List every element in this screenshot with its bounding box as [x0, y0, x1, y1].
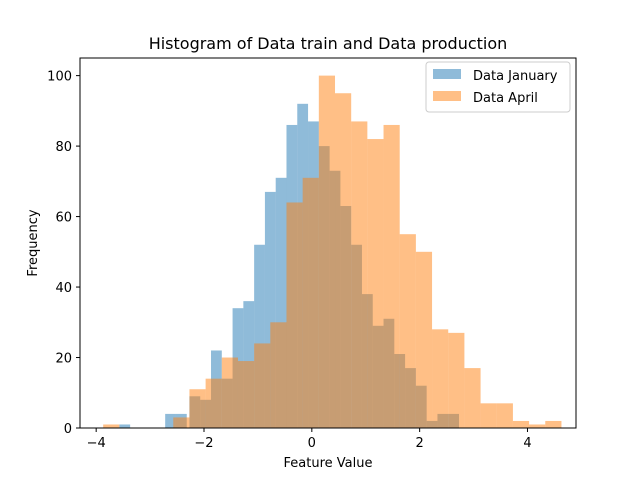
histogram-bar	[448, 332, 465, 428]
y-axis-ticks: 0 20 40 60 80 100	[47, 70, 80, 437]
histogram-bar	[367, 139, 384, 429]
histogram-bar	[512, 420, 530, 428]
histogram-bar	[237, 361, 255, 428]
legend-swatch-data-april	[433, 91, 461, 101]
histogram-bar	[264, 191, 276, 428]
histogram-bar	[302, 177, 319, 428]
bars-layer	[103, 75, 562, 429]
histogram-bar	[165, 413, 176, 428]
legend-swatch-data-january	[433, 69, 461, 79]
y-tick-label: 100	[47, 70, 72, 85]
histogram-bar	[383, 124, 400, 428]
histogram-bar	[286, 202, 303, 428]
histogram-bar	[464, 368, 481, 428]
x-tick-label: −2	[194, 436, 213, 451]
histogram-bar	[545, 420, 562, 428]
chart-title: Histogram of Data train and Data product…	[149, 34, 508, 53]
x-tick-label: 4	[523, 436, 531, 451]
histogram-bar	[103, 424, 120, 428]
histogram-bar	[480, 403, 497, 428]
histogram-bar	[205, 378, 222, 428]
legend-label-data-april: Data April	[473, 91, 538, 106]
histogram-bar	[270, 322, 287, 428]
x-axis-ticks: −4 −2 0 2 4	[87, 428, 532, 451]
y-tick-label: 80	[55, 140, 72, 155]
legend-label-data-january: Data January	[473, 69, 558, 84]
series-1-bars	[103, 75, 562, 429]
y-tick-label: 60	[55, 211, 72, 226]
histogram-bar	[496, 403, 513, 428]
y-tick-label: 40	[55, 281, 72, 296]
plot-frame	[79, 57, 577, 429]
histogram-bar	[318, 75, 336, 428]
legend: Data January Data April	[425, 61, 571, 113]
histogram-bar	[415, 251, 433, 428]
x-tick-label: 0	[308, 436, 316, 451]
histogram-bar	[189, 389, 206, 428]
legend-box	[425, 61, 571, 113]
y-axis-label: Frequency	[26, 209, 41, 276]
x-tick-label: 2	[416, 436, 424, 451]
y-tick-label: 20	[55, 352, 72, 367]
y-tick-label: 0	[64, 422, 72, 437]
histogram-bar	[221, 357, 238, 428]
histogram-bar	[119, 424, 131, 428]
histogram-bar	[399, 234, 416, 428]
x-axis-label: Feature Value	[284, 456, 373, 471]
histogram-bar	[173, 417, 190, 428]
histogram-bar	[432, 329, 449, 428]
histogram-bar	[529, 424, 546, 428]
x-tick-label: −4	[87, 436, 106, 451]
histogram-bar	[254, 244, 265, 428]
histogram-bar	[254, 343, 271, 428]
histogram-bar	[335, 93, 352, 428]
histogram-bar	[275, 177, 287, 428]
histogram-bar	[351, 121, 368, 428]
